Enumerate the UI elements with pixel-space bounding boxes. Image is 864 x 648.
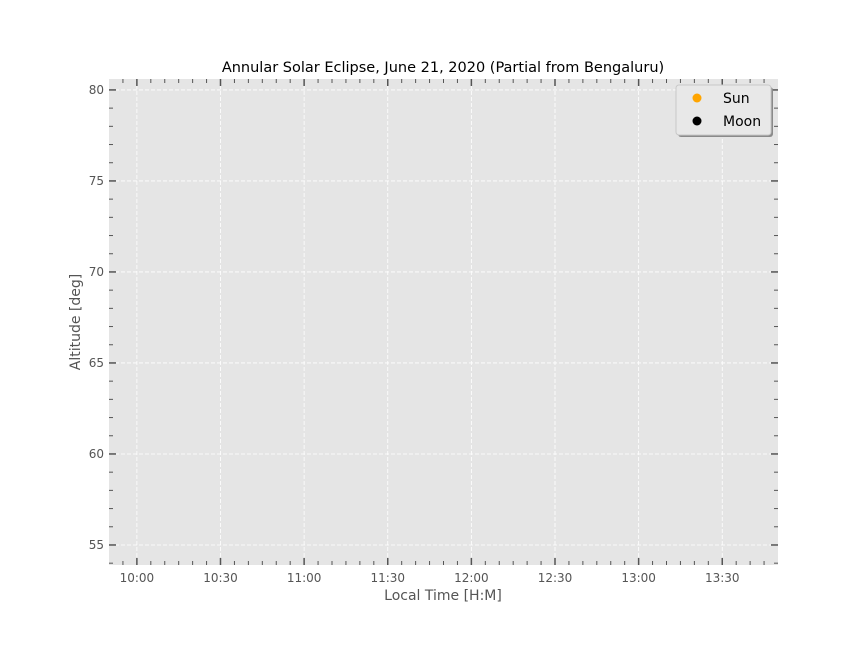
chart-title: Annular Solar Eclipse, June 21, 2020 (Pa… <box>222 60 664 76</box>
x-tick-label: 12:00 <box>454 571 489 585</box>
y-axis-label: Altitude [deg] <box>68 274 84 370</box>
y-tick-label: 55 <box>89 538 104 552</box>
grid-lines <box>109 79 778 565</box>
tick-labels: 10:00 10:30 11:00 11:30 12:00 12:30 13:00 13:30… <box>89 83 740 585</box>
x-axis-label: Local Time [H:M] <box>384 588 502 604</box>
x-tick-label: 10:00 <box>120 571 155 585</box>
legend-marker-moon <box>692 116 702 126</box>
axis-ticks <box>109 79 778 565</box>
y-tick-label: 75 <box>89 174 104 188</box>
x-tick-label: 10:30 <box>203 571 238 585</box>
y-tick-label: 60 <box>89 447 104 461</box>
x-tick-label: 13:00 <box>621 571 656 585</box>
y-tick-label: 70 <box>89 265 104 279</box>
x-tick-label: 12:30 <box>538 571 573 585</box>
x-tick-label: 11:30 <box>370 571 405 585</box>
legend-label-moon: Moon <box>723 114 761 130</box>
x-tick-label: 11:00 <box>287 571 322 585</box>
legend: Sun Moon <box>675 84 773 137</box>
legend-marker-sun <box>692 93 702 103</box>
plot-background <box>109 79 778 565</box>
y-tick-label: 80 <box>89 83 104 97</box>
x-tick-label: 13:30 <box>705 571 740 585</box>
legend-label-sun: Sun <box>723 91 750 107</box>
y-tick-label: 65 <box>89 356 104 370</box>
